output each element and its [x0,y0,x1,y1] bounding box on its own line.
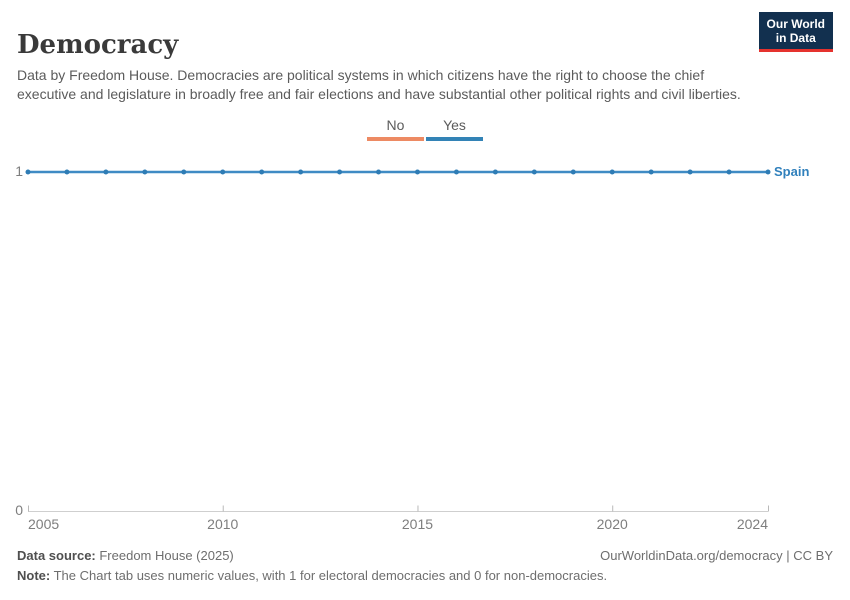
owid-logo-line1: Our World [766,17,825,31]
data-point-2020[interactable] [609,169,615,175]
data-point-2005[interactable] [25,169,31,175]
entity-label-spain[interactable]: Spain [774,164,810,179]
data-point-2017[interactable] [492,169,498,175]
data-point-2013[interactable] [337,169,343,175]
data-point-2023[interactable] [726,169,732,175]
data-point-2024[interactable] [765,169,771,175]
data-source-label: Data source: [17,548,96,563]
legend-swatch-yes [426,137,483,141]
note-label: Note: [17,568,51,583]
legend-swatch-no [367,137,424,141]
note-value: The Chart tab uses numeric values, with … [50,568,608,583]
x-tick-label-2024: 2024 [736,516,768,532]
legend-label-no: No [386,117,405,133]
data-point-2021[interactable] [648,169,654,175]
x-axis: 2005 2010 2015 2020 2024 [0,516,850,536]
data-source-value: Freedom House (2025) [95,548,234,563]
x-tick-label-2010: 2010 [207,516,239,532]
legend-item-no[interactable]: No [367,117,424,141]
data-point-2018[interactable] [531,169,537,175]
owid-logo[interactable]: Our World in Data [758,12,833,52]
binary-legend: No Yes [0,117,850,141]
attribution-link[interactable]: OurWorldinData.org/democracy | CC BY [600,548,833,563]
data-point-2006[interactable] [64,169,70,175]
legend-label-yes: Yes [443,117,466,133]
data-point-2012[interactable] [298,169,304,175]
data-point-2022[interactable] [687,169,693,175]
data-point-2015[interactable] [414,169,420,175]
x-tick-label-2015: 2015 [401,516,434,532]
owid-logo-line2: in Data [775,31,816,45]
chart-subtitle: Data by Freedom House. Democracies are p… [17,67,741,102]
data-source-line: Data source: Freedom House (2025) [17,548,234,563]
data-point-2019[interactable] [570,169,576,175]
data-point-2014[interactable] [376,169,382,175]
legend-item-yes[interactable]: Yes [426,117,483,141]
data-point-2011[interactable] [259,169,265,175]
data-point-2016[interactable] [453,169,459,175]
x-tick-label-2005: 2005 [28,516,60,532]
data-point-2010[interactable] [220,169,226,175]
note-line: Note: The Chart tab uses numeric values,… [17,568,607,583]
y-tick-label-0: 0 [15,502,23,518]
data-point-2009[interactable] [181,169,187,175]
data-point-2008[interactable] [142,169,148,175]
x-tick-label-2020: 2020 [596,516,628,532]
y-tick-label-1: 1 [15,163,23,179]
series-spain[interactable] [25,169,771,175]
chart-title: Democracy [17,30,179,61]
data-point-2007[interactable] [103,169,109,175]
